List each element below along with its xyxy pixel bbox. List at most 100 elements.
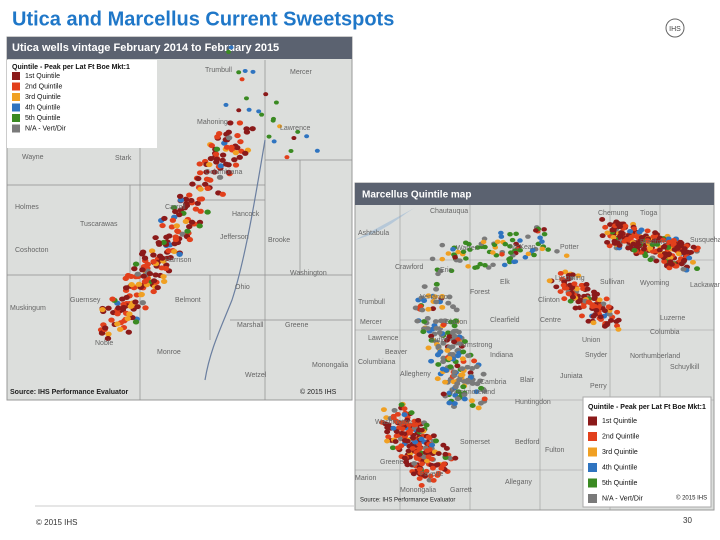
- well-dot: [652, 233, 659, 239]
- well-dot: [150, 289, 157, 295]
- county-label: Tuscarawas: [80, 221, 118, 228]
- well-dot: [196, 223, 203, 229]
- well-dot: [418, 436, 425, 442]
- well-dot: [451, 323, 458, 329]
- legend-title: Quintile - Peak per Lat Ft Boe Mkt:1: [588, 404, 706, 411]
- well-dot: [667, 259, 674, 265]
- logo-ring: [665, 18, 685, 38]
- well-dot: [163, 234, 170, 240]
- well-dot: [236, 120, 244, 126]
- well-dot: [590, 320, 597, 326]
- well-dot: [614, 240, 621, 246]
- well-dot: [565, 291, 572, 297]
- well-dot: [425, 293, 432, 299]
- well-dot: [243, 96, 249, 101]
- well-dot: [606, 311, 613, 317]
- well-dot: [132, 261, 140, 267]
- well-dot: [172, 236, 180, 243]
- well-dot: [501, 262, 508, 268]
- well-dot: [384, 438, 391, 444]
- well-dot: [263, 92, 269, 97]
- county-label: Wyoming: [640, 280, 669, 287]
- well-dot: [217, 163, 225, 169]
- well-dot: [160, 239, 167, 245]
- legend-swatch: [588, 447, 597, 457]
- well-dot: [635, 241, 642, 247]
- well-dot: [576, 298, 583, 304]
- county-label: Jefferson: [220, 234, 249, 241]
- well-dot: [456, 341, 463, 346]
- well-dot: [188, 219, 196, 225]
- well-dot: [436, 330, 443, 336]
- well-dot: [600, 301, 607, 307]
- well-dot: [502, 241, 509, 247]
- well-dot: [473, 389, 480, 395]
- well-dot: [573, 286, 580, 292]
- well-dot: [661, 244, 668, 249]
- well-dot: [507, 256, 514, 261]
- well-dot: [430, 477, 437, 483]
- well-dot: [584, 286, 591, 292]
- well-dot: [513, 241, 519, 247]
- slide-title: Utica and Marcellus Current Sweetspots: [12, 8, 394, 30]
- well-dot: [126, 311, 133, 317]
- well-dot: [192, 206, 200, 212]
- legend-swatch: [12, 82, 20, 91]
- county-label: Harrison: [165, 257, 192, 264]
- well-dot: [271, 139, 277, 144]
- county-label: Lawrence: [368, 335, 398, 342]
- well-dot: [585, 318, 592, 324]
- well-dot: [613, 319, 620, 324]
- well-dot: [541, 231, 548, 237]
- well-dot: [656, 247, 663, 253]
- well-dot: [405, 448, 412, 454]
- well-dot: [416, 427, 423, 433]
- well-dot: [599, 233, 606, 239]
- well-dot: [465, 264, 471, 269]
- well-dot: [480, 371, 487, 377]
- well-dot: [249, 126, 256, 132]
- county-label: Somerset: [460, 439, 490, 446]
- county-label: Erie: [440, 267, 453, 274]
- well-dot: [114, 311, 121, 317]
- well-dot: [123, 294, 130, 301]
- well-dot: [631, 247, 638, 253]
- well-dot: [195, 176, 202, 182]
- well-dot: [690, 244, 697, 250]
- legend-label: 4th Quintile: [602, 464, 638, 471]
- legend-swatch: [12, 114, 20, 122]
- well-dot: [186, 224, 193, 230]
- well-dot: [128, 282, 135, 288]
- well-dot: [398, 421, 405, 426]
- well-dot: [421, 298, 428, 304]
- well-dot: [434, 376, 441, 382]
- county-label: Lawrence: [280, 125, 310, 132]
- well-dot: [134, 271, 141, 277]
- well-dot: [680, 266, 687, 272]
- well-dot: [189, 181, 196, 187]
- county-label: Washington: [290, 270, 327, 277]
- county-label: Luzerne: [660, 315, 685, 322]
- well-dot: [522, 255, 529, 260]
- well-dot: [139, 267, 146, 273]
- well-dot: [624, 237, 631, 242]
- county-label: Coshocton: [15, 247, 49, 254]
- well-dot: [420, 329, 427, 335]
- well-dot: [452, 384, 459, 390]
- county-label: Mercer: [360, 319, 382, 326]
- well-dot: [435, 451, 442, 457]
- well-dot: [507, 244, 513, 249]
- well-dot: [122, 275, 129, 282]
- well-dot: [186, 192, 193, 198]
- well-dot: [124, 316, 131, 322]
- county-label: Columbiana: [358, 359, 395, 366]
- well-dot: [409, 446, 416, 451]
- well-dot: [511, 259, 517, 265]
- well-dot: [450, 247, 456, 252]
- well-dot: [197, 186, 204, 192]
- well-dot: [161, 215, 168, 221]
- well-dot: [539, 239, 545, 244]
- well-dot: [183, 203, 191, 209]
- well-dot: [631, 226, 638, 232]
- well-dot: [421, 319, 428, 324]
